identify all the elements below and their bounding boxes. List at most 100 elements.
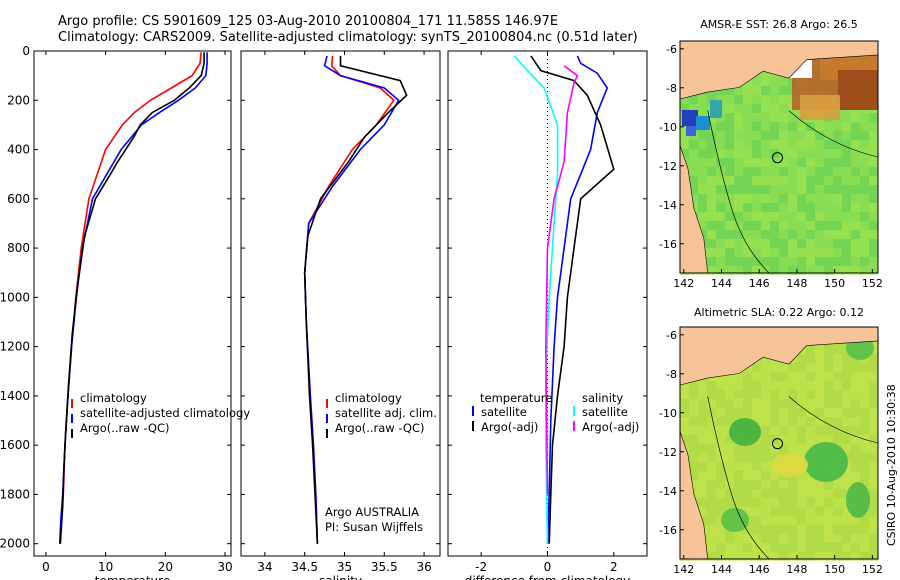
field-cell [752,257,761,266]
field-cell [743,498,752,507]
field-cell [869,435,878,444]
field-cell [752,140,761,149]
x-tick-label: 35 [337,560,352,574]
field-cell [707,257,716,266]
field-cell [680,390,689,399]
field-cell [770,543,779,552]
field-cell [707,194,716,203]
field-cell [698,167,707,176]
field-cell [725,444,734,453]
field-cell [860,230,869,239]
field-cell [833,552,842,561]
field-cell [788,158,797,167]
field-cell [833,248,842,257]
field-cell [761,507,770,516]
field-cell [752,381,761,390]
field-cell [707,167,716,176]
field-cell [779,140,788,149]
field-cell [707,399,716,408]
field-cell [770,77,779,86]
field-cell [716,453,725,462]
field-cell [797,194,806,203]
field-cell [842,372,851,381]
field-cell [725,390,734,399]
field-cell [770,221,779,230]
field-cell [815,525,824,534]
field-cell [761,426,770,435]
field-cell [806,516,815,525]
field-cell [707,248,716,257]
field-cell [869,471,878,480]
field-cell [806,230,815,239]
field-cell [716,408,725,417]
field-cell [716,480,725,489]
field-cell [842,131,851,140]
field-cell [716,230,725,239]
field-cell [698,104,707,113]
salinity-legend: climatology satellite adj. clim. Argo(..… [325,391,437,534]
field-cell [752,158,761,167]
field-cell [743,203,752,212]
field-cell [707,122,716,131]
field-cell [833,212,842,221]
field-cell [869,480,878,489]
field-cell [797,381,806,390]
field-cell [707,390,716,399]
field-cell [815,381,824,390]
field-cell [689,417,698,426]
field-cell [761,131,770,140]
field-cell [761,516,770,525]
field-cell [869,203,878,212]
field-cell [707,507,716,516]
field-cell [824,131,833,140]
field-cell [689,408,698,417]
warm-anomaly [800,95,840,120]
field-cell [869,221,878,230]
field-cell [716,86,725,95]
field-cell [806,498,815,507]
field-cell [698,426,707,435]
field-cell [743,471,752,480]
field-cell [707,176,716,185]
field-cell [851,453,860,462]
field-cell [806,543,815,552]
field-cell [716,471,725,480]
field-cell [824,140,833,149]
field-cell [833,345,842,354]
field-cell [770,453,779,462]
field-cell [806,122,815,131]
field-cell [734,167,743,176]
field-cell [833,390,842,399]
field-cell [869,131,878,140]
field-cell [869,516,878,525]
field-cell [860,113,869,122]
field-cell [815,516,824,525]
field-cell [824,543,833,552]
field-cell [842,239,851,248]
field-cell [707,489,716,498]
field-cell [842,552,851,561]
field-cell [842,122,851,131]
figure-title-line2: Climatology: CARS2009. Satellite-adjuste… [58,30,638,45]
legend-label-argo: Argo(..raw -QC) [335,421,425,435]
field-cell [770,525,779,534]
field-cell [797,257,806,266]
field-cell [788,543,797,552]
field-cell [716,552,725,561]
cool-anomaly [682,110,698,126]
field-cell [734,230,743,239]
legend-label-satellite: satellite-adjusted climatology [80,406,250,420]
field-cell [851,158,860,167]
field-cell [689,104,698,113]
cool-anomaly [696,116,710,130]
map-frame [679,326,879,560]
field-cell [824,489,833,498]
field-cell [833,543,842,552]
field-cell [707,221,716,230]
field-cell [698,498,707,507]
field-cell [788,176,797,185]
field-cell [860,248,869,257]
field-cell [689,185,698,194]
field-cell [851,516,860,525]
field-cell [788,480,797,489]
